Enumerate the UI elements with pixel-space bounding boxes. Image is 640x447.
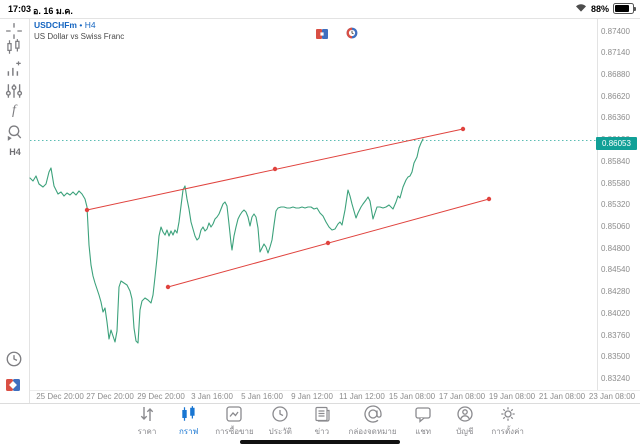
symbol-name: USDCHFm — [34, 20, 77, 30]
home-indicator[interactable] — [240, 440, 400, 444]
channel-anchor-point[interactable] — [165, 284, 171, 290]
chart-top-divider — [0, 18, 640, 19]
chat-icon — [415, 407, 431, 423]
tab-quotes[interactable]: ราคา — [132, 405, 162, 438]
mailbox-at-icon — [363, 405, 382, 423]
metaquotes-logo[interactable] — [5, 377, 23, 395]
price-tick-label: 0.87140 — [601, 48, 630, 58]
price-line-series — [29, 138, 424, 344]
time-tick-label: 5 Jan 16:00 — [241, 392, 283, 401]
price-tick-label: 0.83760 — [601, 330, 630, 340]
tab-chat[interactable]: แชท — [408, 405, 438, 438]
channel-anchor-point[interactable] — [272, 166, 278, 172]
time-tick-label: 25 Dec 20:00 — [36, 392, 84, 401]
price-axis-divider — [597, 18, 598, 390]
objects-icon[interactable] — [5, 82, 23, 100]
chart-badge-clock-icon[interactable] — [346, 26, 358, 44]
time-tick-label: 9 Jan 12:00 — [291, 392, 333, 401]
toolbar-divider — [0, 403, 640, 404]
status-date: อ. 16 ม.ค. — [33, 6, 73, 16]
indicators-icon[interactable] — [5, 60, 23, 78]
price-tick-label: 0.85320 — [601, 200, 630, 210]
trade-icon — [226, 406, 243, 422]
status-bar: 17:03 อ. 16 ม.ค. 88% — [0, 0, 640, 18]
channel-anchor-point[interactable] — [486, 196, 492, 202]
price-tick-label: 0.87400 — [601, 26, 630, 36]
symbol-timeframe: • H4 — [79, 20, 96, 30]
zoom-icon[interactable] — [5, 124, 23, 142]
sidebar-divider — [29, 18, 30, 403]
price-tick-label: 0.86880 — [601, 69, 630, 79]
price-tick-label: 0.85580 — [601, 178, 630, 188]
crosshair-icon[interactable] — [5, 22, 23, 40]
wifi-icon — [575, 3, 587, 14]
tab-account[interactable]: บัญชี — [450, 405, 480, 438]
channel-anchor-point[interactable] — [325, 240, 331, 246]
time-tick-label: 15 Jan 08:00 — [388, 392, 436, 401]
price-tick-label: 0.83500 — [601, 352, 630, 362]
price-tick-label: 0.84280 — [601, 287, 630, 297]
price-tick-label: 0.85060 — [601, 221, 630, 231]
channel-anchor-point[interactable] — [460, 126, 466, 132]
time-tick-label: 27 Dec 20:00 — [86, 392, 134, 401]
time-tick-label: 19 Jan 08:00 — [488, 392, 536, 401]
price-tick-label: 0.86360 — [601, 113, 630, 123]
time-tick-label: 3 Jan 16:00 — [191, 392, 233, 401]
chart-icon — [181, 406, 195, 421]
chart-type-icon[interactable] — [5, 38, 23, 56]
history-clock-icon — [272, 406, 288, 422]
symbol-description: US Dollar vs Swiss Franc — [34, 31, 125, 41]
tab-settings[interactable]: การตั้งค่า — [491, 405, 524, 438]
chart-badges — [316, 26, 358, 44]
settings-gear-icon — [500, 407, 515, 421]
battery-icon — [613, 3, 636, 14]
clock-time: 17:03 — [8, 4, 32, 14]
tab-chart[interactable]: กราฟ — [174, 405, 204, 438]
price-tick-label: 0.84020 — [601, 308, 630, 318]
tab-trade[interactable]: การซื้อขาย — [215, 405, 254, 438]
price-tick-label: 0.84540 — [601, 265, 630, 275]
price-tick-label: 0.85840 — [601, 156, 630, 166]
bottom-toolbar: ราคา กราฟ การซื้อขาย ประวัติ ข่าว — [132, 405, 524, 438]
current-price-badge: 0.86053 — [596, 137, 637, 150]
time-tick-label: 23 Jan 08:00 — [588, 392, 636, 401]
tab-mailbox[interactable]: กล่องจดหมาย — [348, 405, 397, 438]
history-icon[interactable] — [5, 350, 23, 368]
quotes-icon — [140, 407, 154, 421]
price-tick-label: 0.83240 — [601, 374, 630, 384]
news-icon — [315, 406, 330, 422]
plot-bottom-divider — [30, 390, 640, 391]
battery-percent: 88% — [590, 3, 609, 14]
function-icon[interactable]: f — [12, 103, 16, 118]
tab-news[interactable]: ข่าว — [307, 405, 337, 438]
timeframe-h4-button[interactable]: H4 — [9, 147, 21, 157]
time-tick-label: 17 Jan 08:00 — [438, 392, 486, 401]
channel-anchor-point[interactable] — [84, 207, 90, 213]
account-icon — [457, 406, 473, 422]
chart-header[interactable]: USDCHFm • H4 US Dollar vs Swiss Franc — [34, 21, 124, 41]
chart-badge-flag-icon[interactable] — [316, 26, 328, 44]
tab-history[interactable]: ประวัติ — [265, 405, 295, 438]
time-tick-label: 29 Dec 20:00 — [137, 392, 185, 401]
price-tick-label: 0.84800 — [601, 243, 630, 253]
price-tick-label: 0.86620 — [601, 91, 630, 101]
time-tick-label: 11 Jan 12:00 — [339, 392, 385, 401]
time-tick-label: 21 Jan 08:00 — [538, 392, 586, 401]
